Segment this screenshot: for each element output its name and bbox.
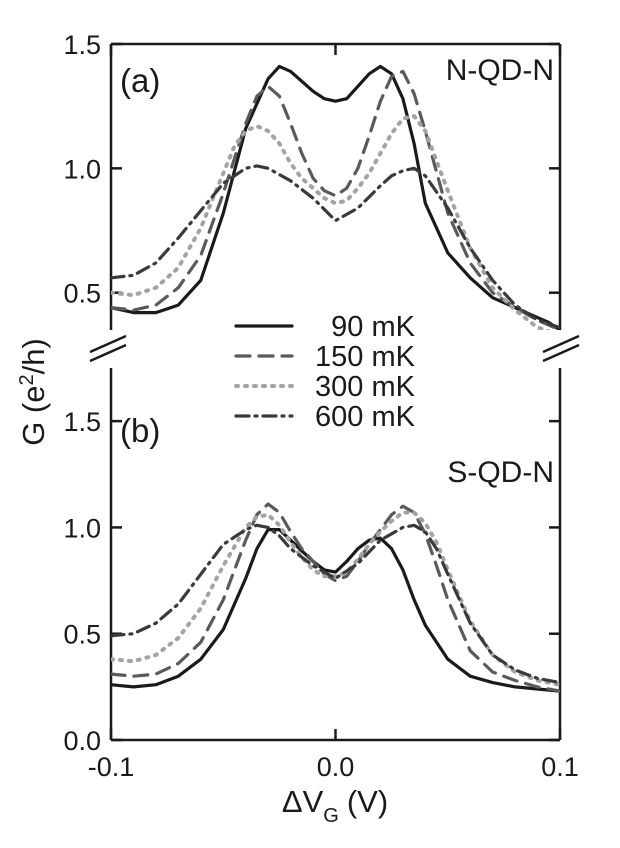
series-line-90mk (111, 527, 560, 693)
x-axis-title-sub: G (323, 805, 339, 827)
panel-b-label: (b) (120, 412, 160, 449)
axis-break-left (89, 334, 127, 363)
y-axis-title-end: /h) (16, 338, 51, 374)
y-tick-label: 0.0 (63, 726, 101, 756)
y-tick-label: 1.5 (63, 407, 101, 437)
y-axis-title: G (e2/h) (16, 338, 51, 446)
series-line-600mk (111, 164, 560, 330)
x-tick-label: 0.0 (317, 752, 355, 782)
series-line-600mk (111, 523, 560, 685)
legend-label-90mk: 90 mK (331, 311, 415, 343)
panel-a-series (111, 64, 560, 330)
series-line-150mk (111, 69, 560, 330)
y-tick-label: 1.0 (63, 154, 101, 184)
series-line-300mk (111, 114, 552, 330)
panel-a-label: (a) (120, 62, 160, 99)
y-tick-label: 0.5 (63, 279, 101, 309)
axis-break-right (542, 334, 580, 363)
series-line-300mk (111, 510, 560, 687)
series-line-90mk (111, 64, 560, 330)
x-tick-label: 0.1 (541, 752, 579, 782)
tick-labels-layer: -0.1 0.0 0.10.51.01.50.00.51.01.5 (63, 30, 578, 782)
y-tick-label: 1.5 (63, 30, 101, 60)
x-axis-title-unit: (V) (347, 784, 388, 819)
x-axis-title-main: ΔV (282, 784, 324, 819)
legend: 90 mK 150 mK 300 mK 600 mK (234, 311, 416, 433)
series-line-150mk (111, 502, 560, 693)
x-axis-title: ΔVG (V) (282, 784, 388, 827)
x-tick-label: -0.1 (88, 752, 135, 782)
y-axis-title-sup: 2 (16, 374, 38, 385)
legend-label-150mk: 150 mK (315, 341, 416, 373)
panel-a-title: N-QD-N (446, 54, 554, 87)
panel-b-title: S-QD-N (447, 456, 554, 489)
y-axis-title-main: G (e (16, 386, 51, 446)
y-tick-label: 0.5 (63, 620, 101, 650)
panel-b-series (111, 502, 560, 693)
legend-label-300mk: 300 mK (315, 371, 416, 403)
legend-label-600mk: 600 mK (315, 401, 416, 433)
y-tick-label: 1.0 (63, 513, 101, 543)
